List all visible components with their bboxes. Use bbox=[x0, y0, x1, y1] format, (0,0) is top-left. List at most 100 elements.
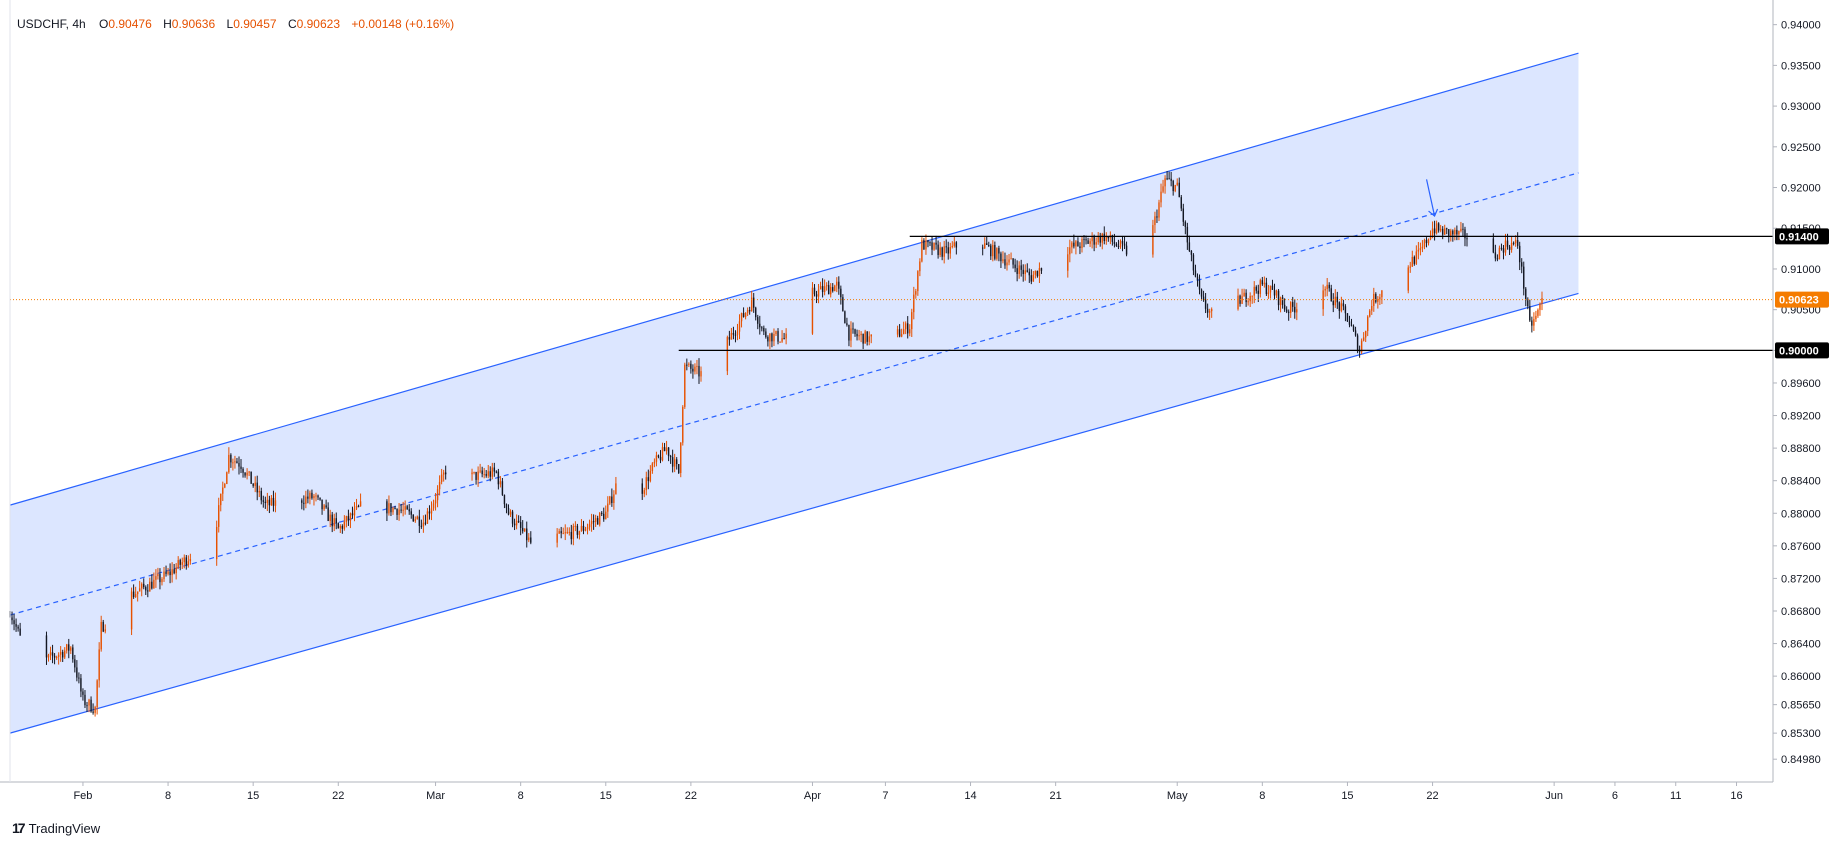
candle-body bbox=[902, 329, 905, 335]
close-key: C bbox=[287, 17, 297, 31]
candle-body bbox=[341, 526, 344, 529]
arrow-annotation-shaft bbox=[1425, 179, 1436, 217]
candle-body bbox=[1336, 296, 1339, 303]
candle-body bbox=[1377, 299, 1379, 302]
candle-body bbox=[1296, 309, 1298, 313]
candle-body bbox=[70, 647, 72, 651]
candle-body bbox=[1464, 229, 1466, 239]
candle-body bbox=[1166, 178, 1168, 180]
candle-body bbox=[1206, 308, 1209, 313]
candle-body bbox=[1518, 245, 1521, 263]
candle-body bbox=[641, 483, 643, 494]
candle-body bbox=[157, 574, 159, 577]
candle-body bbox=[1508, 246, 1511, 250]
candle-body bbox=[927, 240, 929, 243]
candle-body bbox=[1326, 284, 1328, 289]
candle-body bbox=[1101, 233, 1103, 243]
candle-body bbox=[1409, 266, 1411, 268]
candle-body bbox=[442, 472, 445, 475]
candle-body bbox=[359, 501, 362, 507]
candle-body bbox=[220, 493, 222, 506]
candle-body bbox=[250, 471, 252, 484]
candle-body bbox=[507, 508, 510, 515]
candle-body bbox=[404, 506, 406, 510]
candle-body bbox=[479, 470, 481, 472]
candle-body bbox=[1188, 242, 1191, 251]
candle-body bbox=[653, 461, 656, 464]
candle-body bbox=[1354, 330, 1357, 336]
candle-body bbox=[242, 468, 244, 473]
x-tick-label: 8 bbox=[1259, 790, 1265, 802]
candle-body bbox=[1510, 242, 1513, 250]
candle-body bbox=[1541, 298, 1543, 304]
y-tick-label: 0.86000 bbox=[1781, 671, 1821, 683]
arrow-annotation-head bbox=[1428, 208, 1439, 218]
candle-body bbox=[1081, 239, 1083, 249]
candle-body bbox=[1289, 302, 1292, 313]
open-value: 0.90476 bbox=[108, 17, 152, 31]
candle-body bbox=[921, 240, 923, 262]
candle-body bbox=[1099, 236, 1101, 243]
candle-body bbox=[1004, 259, 1006, 266]
candle-body bbox=[444, 472, 447, 475]
candle-body bbox=[517, 520, 520, 523]
candle-body bbox=[862, 333, 864, 344]
candle-body bbox=[748, 310, 751, 312]
candle-body bbox=[100, 621, 102, 650]
candle-body bbox=[578, 531, 581, 535]
y-tick-label: 0.93000 bbox=[1781, 101, 1821, 113]
candle-body bbox=[343, 521, 346, 529]
candle-body bbox=[1413, 256, 1416, 264]
candle-body bbox=[738, 321, 741, 332]
y-tick-label: 0.86800 bbox=[1781, 606, 1821, 618]
candle-body bbox=[605, 511, 607, 520]
horizontal-level-label: 0.90000 bbox=[1779, 345, 1819, 357]
candle-body bbox=[1000, 253, 1002, 262]
candle-body bbox=[1417, 249, 1420, 252]
candle-body bbox=[949, 247, 951, 254]
candle-body bbox=[1190, 250, 1193, 255]
candle-body bbox=[345, 516, 348, 522]
candle-body bbox=[765, 331, 767, 338]
candle-body bbox=[564, 532, 566, 534]
candle-body bbox=[1281, 297, 1284, 305]
candle-body bbox=[1085, 239, 1087, 241]
candle-body bbox=[1429, 236, 1432, 240]
candle-body bbox=[925, 240, 927, 250]
candle-body bbox=[864, 331, 866, 344]
channel-middle-line bbox=[9, 172, 1579, 616]
candle-body bbox=[524, 528, 526, 532]
candle-body bbox=[248, 471, 250, 473]
candle-body bbox=[1344, 306, 1347, 314]
candle-body bbox=[1407, 267, 1409, 291]
brand[interactable]: 17 TradingView bbox=[12, 820, 100, 836]
candle-body bbox=[226, 472, 228, 485]
candle-body bbox=[1176, 182, 1178, 185]
candle-body bbox=[1411, 256, 1414, 267]
candle-body bbox=[767, 337, 769, 342]
candle-body bbox=[88, 699, 90, 706]
candle-body bbox=[1257, 290, 1259, 294]
candle-body bbox=[189, 559, 192, 562]
candle-body bbox=[596, 518, 599, 525]
candle-body bbox=[1113, 241, 1116, 244]
candle-body bbox=[244, 472, 246, 476]
candle-body bbox=[149, 581, 151, 592]
candle-body bbox=[562, 533, 564, 535]
candle-body bbox=[1371, 305, 1373, 311]
candle-body bbox=[1373, 293, 1375, 306]
candle-body bbox=[141, 583, 143, 589]
candle-body bbox=[1324, 288, 1326, 291]
candle-body bbox=[1119, 240, 1122, 247]
candle-body bbox=[1358, 351, 1361, 353]
candle-body bbox=[917, 271, 919, 292]
candle-body bbox=[1277, 290, 1280, 306]
candle-body bbox=[943, 246, 945, 257]
candle-body bbox=[432, 503, 435, 509]
candle-body bbox=[986, 243, 988, 246]
x-tick-label: 8 bbox=[165, 790, 171, 802]
candle-body bbox=[1512, 242, 1515, 244]
candle-body bbox=[1087, 240, 1089, 244]
candle-body bbox=[1340, 303, 1343, 311]
